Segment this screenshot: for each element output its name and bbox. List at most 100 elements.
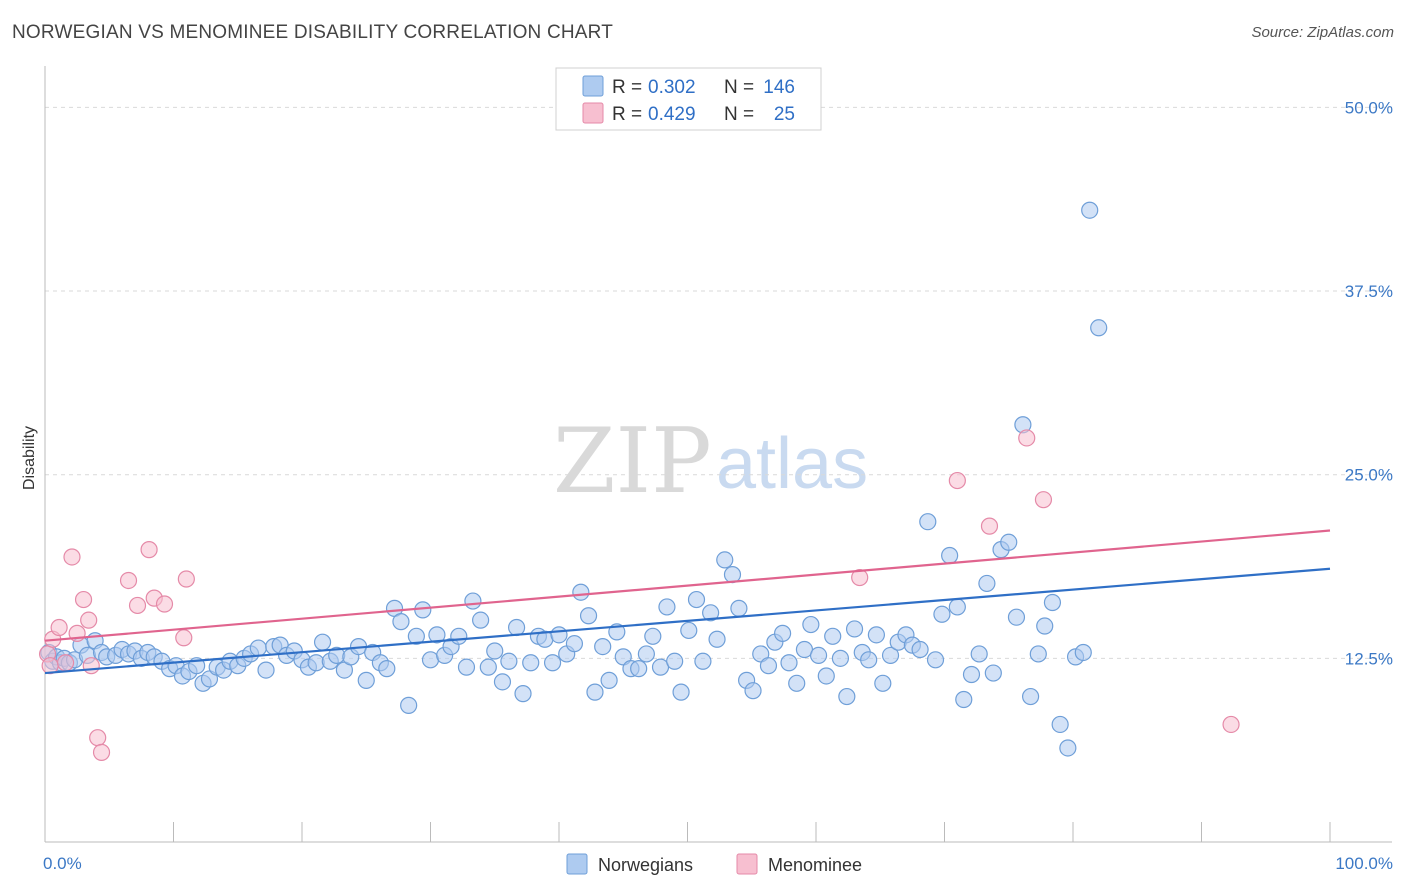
y-tick-label-1: 25.0% <box>1345 466 1393 485</box>
point-norwegians-118 <box>860 651 878 669</box>
y-axis-label: Disability <box>21 426 38 490</box>
trend-line-norwegians <box>44 567 1331 675</box>
point-norwegians-140 <box>1021 687 1040 706</box>
point-norwegians-53 <box>392 613 410 631</box>
point-norwegians-147 <box>1074 643 1092 662</box>
point-norwegians-97 <box>708 630 726 648</box>
legend-r-value-norwegians: 0.302 <box>648 77 696 98</box>
point-menominee-17 <box>175 629 193 647</box>
point-norwegians-143 <box>1043 593 1062 612</box>
data-points <box>38 201 1240 761</box>
trend-line-menominee <box>44 529 1331 642</box>
point-menominee-12 <box>119 571 138 590</box>
point-norwegians-88 <box>644 627 662 645</box>
point-norwegians-148 <box>1081 201 1099 219</box>
point-menominee-9 <box>82 657 100 675</box>
point-norwegians-63 <box>464 592 482 610</box>
legend-n-value-norwegians: 146 <box>763 77 795 98</box>
point-norwegians-34 <box>257 661 275 679</box>
point-norwegians-116 <box>845 620 864 638</box>
point-norwegians-112 <box>817 667 835 685</box>
point-norwegians-91 <box>666 652 684 670</box>
point-menominee-7 <box>74 590 93 609</box>
point-norwegians-61 <box>450 627 468 645</box>
point-norwegians-96 <box>702 604 720 622</box>
point-norwegians-107 <box>780 654 798 672</box>
point-norwegians-86 <box>630 660 648 678</box>
point-norwegians-129 <box>941 546 959 565</box>
source-credit: Source: ZipAtlas.com <box>1251 24 1394 41</box>
x-tick-label-1: 100.0% <box>1335 854 1393 873</box>
bottom-legend-label-menominee: Menominee <box>768 855 862 875</box>
point-norwegians-133 <box>970 645 988 663</box>
point-menominee-23 <box>1034 491 1053 509</box>
point-norwegians-127 <box>926 651 945 669</box>
point-norwegians-82 <box>600 671 618 689</box>
bottom-legend-label-norwegians: Norwegians <box>598 855 693 875</box>
point-norwegians-95 <box>694 652 712 670</box>
point-menominee-22 <box>1018 429 1036 447</box>
point-norwegians-94 <box>687 590 706 609</box>
point-norwegians-54 <box>400 696 418 714</box>
legend-n-value-menominee: 25 <box>774 104 795 125</box>
stats-legend: R = 0.302 N = 146 R = 0.429 N = 25 <box>555 67 822 131</box>
point-menominee-5 <box>63 548 81 566</box>
legend-n-label-menominee: N = <box>724 104 754 125</box>
point-norwegians-48 <box>357 671 375 689</box>
point-norwegians-79 <box>579 607 598 625</box>
chart-title: NORWEGIAN VS MENOMINEE DISABILITY CORREL… <box>12 22 614 43</box>
axes <box>44 66 1392 843</box>
point-norwegians-98 <box>716 551 734 569</box>
point-norwegians-108 <box>788 674 806 692</box>
point-norwegians-115 <box>838 687 856 706</box>
point-norwegians-78 <box>572 583 590 601</box>
legend-n-label-norwegians: N = <box>724 77 754 98</box>
point-norwegians-113 <box>824 627 842 645</box>
point-norwegians-80 <box>586 683 604 701</box>
point-menominee-20 <box>948 471 966 490</box>
point-norwegians-42 <box>313 633 332 651</box>
point-norwegians-126 <box>919 513 937 531</box>
grid-lines <box>45 106 1392 659</box>
point-norwegians-135 <box>984 664 1002 682</box>
point-norwegians-77 <box>565 635 584 653</box>
point-menominee-10 <box>89 729 107 747</box>
bottom-legend-swatch-menominee <box>736 853 758 875</box>
point-norwegians-134 <box>978 574 996 593</box>
point-norwegians-81 <box>594 637 612 656</box>
legend-r-value-menominee: 0.429 <box>648 104 696 125</box>
point-norwegians-137 <box>1000 533 1018 551</box>
y-tick-label-2: 37.5% <box>1345 282 1393 301</box>
watermark-atlas: atlas <box>716 424 868 504</box>
point-norwegians-111 <box>809 646 828 665</box>
point-norwegians-92 <box>672 683 690 701</box>
point-menominee-13 <box>128 596 147 615</box>
point-norwegians-138 <box>1007 608 1026 626</box>
point-norwegians-145 <box>1059 739 1077 757</box>
point-norwegians-55 <box>407 627 425 645</box>
point-menominee-11 <box>92 743 111 761</box>
point-norwegians-120 <box>874 674 892 692</box>
legend-swatch-menominee <box>582 102 604 124</box>
point-norwegians-58 <box>428 626 446 644</box>
point-norwegians-104 <box>759 657 778 675</box>
point-menominee-16 <box>155 595 174 613</box>
point-norwegians-131 <box>955 690 973 709</box>
point-norwegians-102 <box>744 682 762 700</box>
point-norwegians-71 <box>522 654 540 672</box>
point-norwegians-67 <box>493 673 512 691</box>
point-menominee-3 <box>50 618 68 637</box>
point-norwegians-141 <box>1029 645 1047 663</box>
point-norwegians-125 <box>911 640 929 659</box>
bottom-legend-swatch-norwegians <box>566 853 588 875</box>
point-menominee-4 <box>56 654 75 672</box>
point-norwegians-69 <box>507 618 526 637</box>
point-norwegians-70 <box>514 685 532 703</box>
legend-swatch-norwegians <box>582 75 604 97</box>
watermark-zip: ZIP <box>553 409 712 514</box>
point-norwegians-106 <box>773 624 792 642</box>
point-menominee-14 <box>140 541 158 559</box>
point-norwegians-93 <box>680 621 698 640</box>
y-tick-label-0: 12.5% <box>1345 649 1393 668</box>
